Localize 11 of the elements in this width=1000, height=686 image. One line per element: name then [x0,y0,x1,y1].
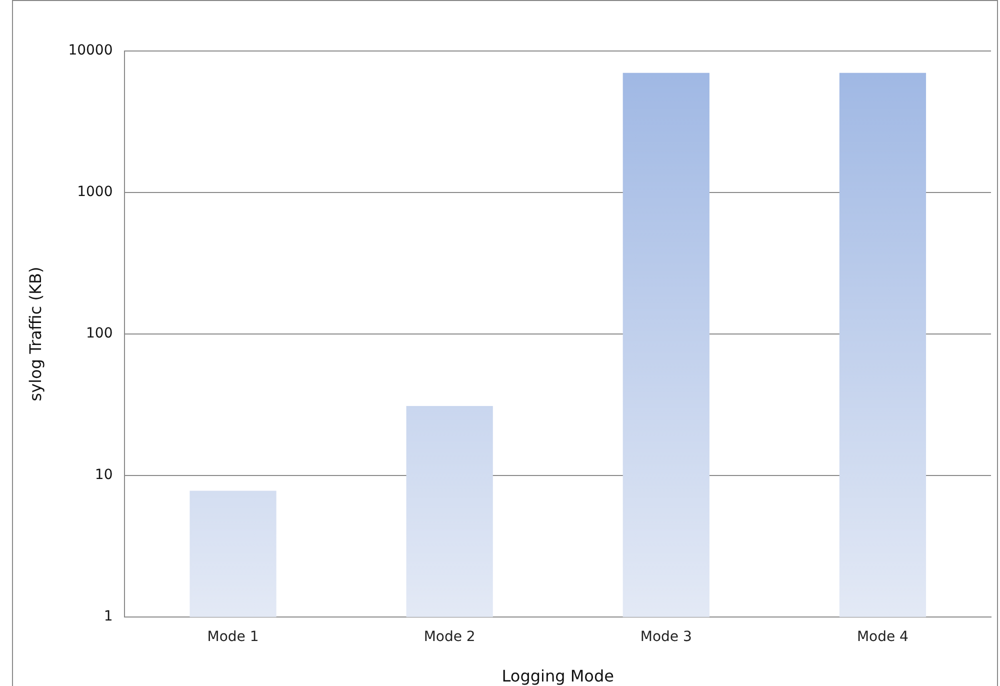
y-tick-label: 10000 [68,42,113,59]
x-tick-label: Mode 3 [640,629,692,646]
y-tick-label: 1000 [77,184,113,200]
y-tick-label: 100 [86,326,113,342]
y-axis-title: sylog Traffic (KB) [26,266,45,402]
x-tick-label: Mode 1 [207,629,259,646]
y-tick-label: 1 [104,608,113,625]
x-tick-label: Mode 2 [424,629,476,646]
y-tick-label: 10 [94,467,113,484]
x-axis-title: Logging Mode [502,666,614,686]
x-tick-label: Mode 4 [856,629,909,646]
